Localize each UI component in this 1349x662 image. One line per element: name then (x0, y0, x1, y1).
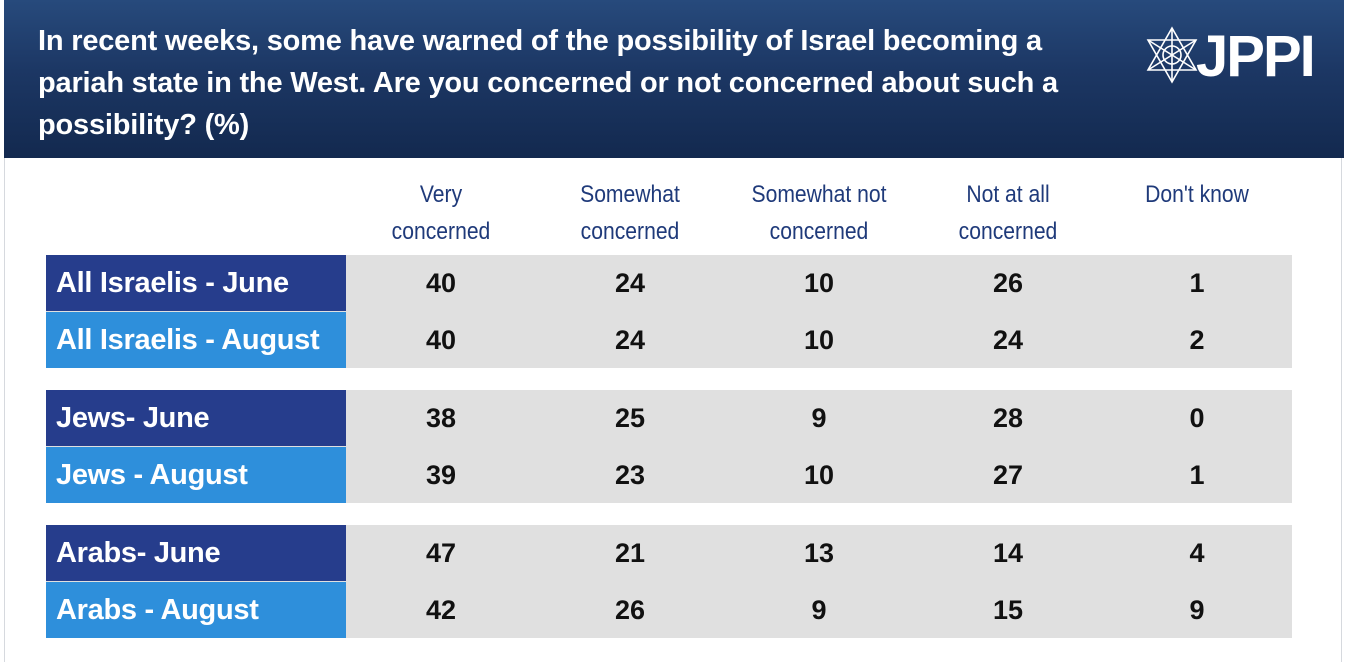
table-cell: 38 (425, 403, 457, 433)
table-cell: 1 (1189, 460, 1205, 490)
column-header: Not at all concerned (958, 181, 1058, 245)
column-header: Somewhat not concerned (751, 181, 887, 245)
column-header: Somewhat concerned (580, 181, 680, 245)
table-cell: 24 (992, 325, 1024, 355)
table-cell: 10 (803, 325, 835, 355)
table-cell: 21 (614, 538, 646, 568)
table-cell: 10 (803, 460, 835, 490)
table-cell: 13 (803, 538, 835, 568)
table-cell: 25 (614, 403, 646, 433)
table-cell: 26 (614, 595, 646, 625)
title-banner: In recent weeks, some have warned of the… (4, 0, 1344, 158)
row-label: Arabs- June (46, 525, 346, 581)
table-cell: 15 (992, 595, 1024, 625)
table-cell: 1 (1189, 268, 1205, 298)
star-of-david-icon (1146, 26, 1198, 84)
table-cell: 39 (425, 460, 457, 490)
table-cell: 27 (992, 460, 1024, 490)
chart-title: In recent weeks, some have warned of the… (38, 25, 1058, 141)
logo-text: JPPI (1196, 24, 1316, 89)
column-header: Very concerned (391, 181, 491, 245)
table-cell: 14 (992, 538, 1024, 568)
table-cell: 9 (1189, 595, 1205, 625)
row-label: All Israelis - August (46, 312, 346, 368)
table-cell: 9 (811, 403, 827, 433)
table-cell: 10 (803, 268, 835, 298)
table-cell: 24 (614, 325, 646, 355)
table-cell: 26 (992, 268, 1024, 298)
table-cell: 24 (614, 268, 646, 298)
row-label: Jews- June (46, 390, 346, 446)
row-label: Arabs - August (46, 582, 346, 638)
table-cell: 2 (1189, 325, 1205, 355)
column-header: Don't know (1145, 181, 1249, 208)
table-cell: 40 (425, 268, 457, 298)
table-cell: 40 (425, 325, 457, 355)
table-cell: 4 (1189, 538, 1205, 568)
table-cell: 9 (811, 595, 827, 625)
table-cell: 23 (614, 460, 646, 490)
row-label: Jews - August (46, 447, 346, 503)
table-cell: 42 (425, 595, 457, 625)
table-cell: 47 (425, 538, 457, 568)
row-label: All Israelis - June (46, 255, 346, 311)
table-cell: 28 (992, 403, 1024, 433)
table-cell: 0 (1189, 403, 1205, 433)
jppi-logo: JPPI (1144, 24, 1334, 90)
